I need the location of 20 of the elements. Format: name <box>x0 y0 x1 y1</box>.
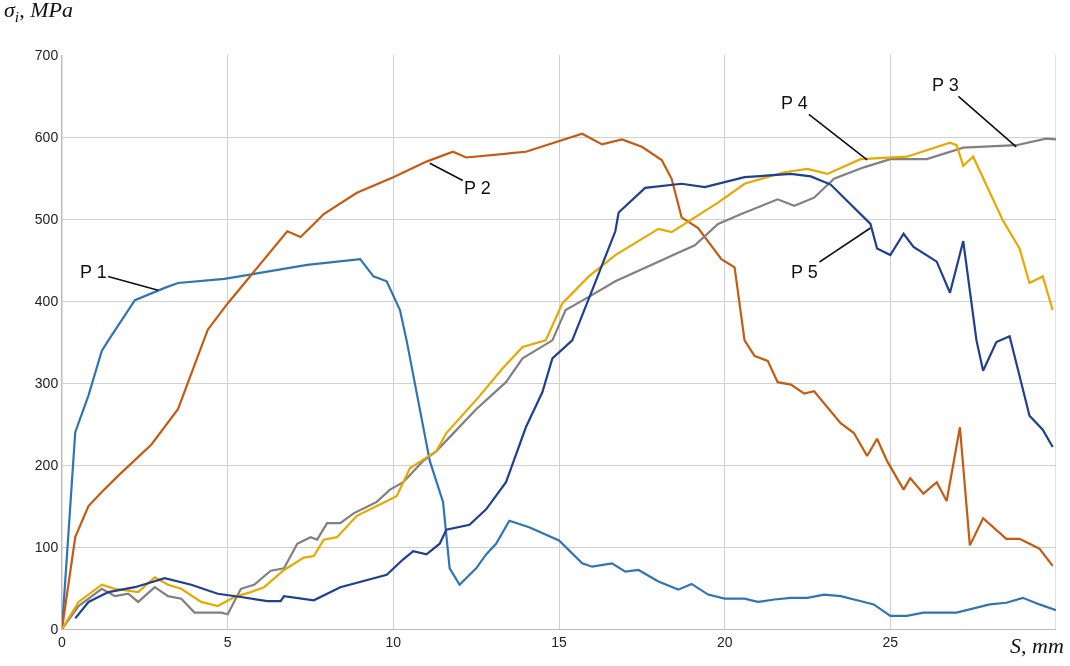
y-tick-label: 200 <box>34 456 59 473</box>
y-tick-label: 300 <box>34 374 59 391</box>
annotation: P 3 <box>932 75 959 95</box>
y-tick-label: 400 <box>34 292 59 309</box>
y-tick-label: 100 <box>34 538 59 555</box>
y-tick-label: 600 <box>34 128 59 145</box>
x-tick-label: 25 <box>882 633 899 650</box>
x-tick-label: 20 <box>716 633 733 650</box>
annotation: P 1 <box>80 262 107 282</box>
y-tick-label: 500 <box>34 210 59 227</box>
annotation: P 5 <box>791 262 818 282</box>
x-tick-label: 5 <box>223 633 232 650</box>
annotation: P 4 <box>781 93 808 113</box>
x-tick-label: 10 <box>385 633 402 650</box>
x-axis-title: S, mm <box>1010 633 1064 658</box>
y-tick-label: 700 <box>34 46 59 63</box>
annotation: P 2 <box>464 178 491 198</box>
y-tick-label: 0 <box>50 620 59 637</box>
y-axis-title: σ$_{i}$, MPa <box>4 0 73 25</box>
x-tick-label: 15 <box>551 633 567 650</box>
